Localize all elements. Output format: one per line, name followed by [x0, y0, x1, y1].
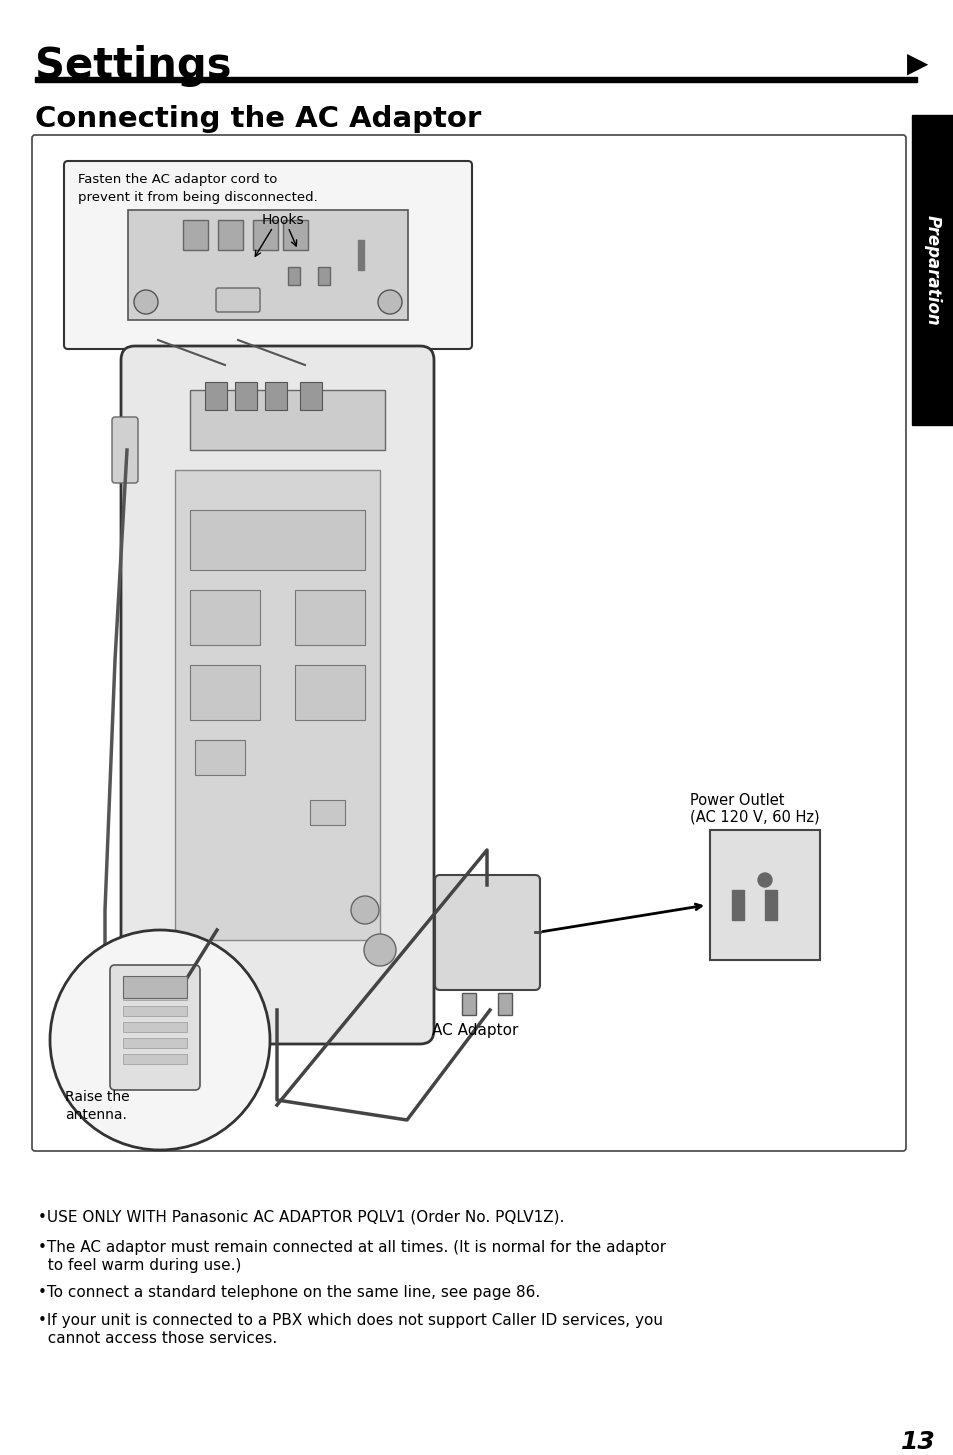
- Circle shape: [351, 896, 378, 924]
- Text: ▶: ▶: [906, 49, 927, 79]
- Bar: [194, 741, 245, 776]
- Circle shape: [133, 290, 158, 314]
- FancyBboxPatch shape: [215, 288, 260, 311]
- Bar: [283, 220, 308, 250]
- Bar: [294, 665, 365, 720]
- Bar: [357, 240, 364, 271]
- Bar: [190, 511, 365, 570]
- Bar: [299, 383, 322, 410]
- Bar: [461, 992, 476, 1016]
- Bar: [183, 220, 208, 250]
- Bar: [123, 1005, 187, 1016]
- Bar: [731, 890, 743, 920]
- Bar: [123, 1053, 187, 1064]
- Text: 13: 13: [900, 1430, 934, 1454]
- Bar: [123, 1037, 187, 1048]
- FancyBboxPatch shape: [64, 162, 472, 349]
- Bar: [253, 220, 277, 250]
- FancyBboxPatch shape: [112, 418, 138, 483]
- Bar: [310, 800, 345, 825]
- Circle shape: [364, 934, 395, 966]
- Bar: [123, 976, 187, 998]
- Bar: [497, 992, 512, 1016]
- Bar: [174, 470, 379, 940]
- Bar: [190, 589, 260, 645]
- Text: AC Adaptor: AC Adaptor: [432, 1023, 517, 1037]
- FancyBboxPatch shape: [32, 135, 905, 1151]
- Bar: [288, 268, 299, 285]
- Text: •To connect a standard telephone on the same line, see page 86.: •To connect a standard telephone on the …: [38, 1285, 539, 1299]
- FancyBboxPatch shape: [121, 346, 434, 1045]
- Text: Connecting the AC Adaptor: Connecting the AC Adaptor: [35, 105, 480, 132]
- Bar: [190, 665, 260, 720]
- Text: Hooks: Hooks: [261, 212, 304, 227]
- Bar: [123, 1021, 187, 1032]
- Bar: [294, 589, 365, 645]
- Bar: [317, 268, 330, 285]
- Circle shape: [50, 930, 270, 1149]
- Text: Raise the: Raise the: [65, 1090, 130, 1104]
- FancyBboxPatch shape: [110, 965, 200, 1090]
- Text: •USE ONLY WITH Panasonic AC ADAPTOR PQLV1 (Order No. PQLV1Z).: •USE ONLY WITH Panasonic AC ADAPTOR PQLV…: [38, 1211, 564, 1225]
- Bar: [764, 890, 776, 920]
- Bar: [123, 989, 187, 1000]
- Bar: [265, 383, 287, 410]
- Circle shape: [758, 873, 771, 888]
- Bar: [911, 115, 953, 425]
- Text: •The AC adaptor must remain connected at all times. (It is normal for the adapto: •The AC adaptor must remain connected at…: [38, 1240, 665, 1256]
- Bar: [35, 77, 916, 81]
- Text: Power Outlet
(AC 120 V, 60 Hz): Power Outlet (AC 120 V, 60 Hz): [689, 793, 819, 825]
- Text: to feel warm during use.): to feel warm during use.): [38, 1259, 241, 1273]
- Text: Preparation: Preparation: [923, 215, 941, 326]
- Circle shape: [377, 290, 401, 314]
- Text: •If your unit is connected to a PBX which does not support Caller ID services, y: •If your unit is connected to a PBX whic…: [38, 1312, 662, 1328]
- Text: Fasten the AC adaptor cord to: Fasten the AC adaptor cord to: [78, 173, 277, 186]
- Bar: [190, 390, 385, 450]
- Text: antenna.: antenna.: [65, 1109, 127, 1122]
- Text: prevent it from being disconnected.: prevent it from being disconnected.: [78, 191, 317, 204]
- Bar: [709, 829, 820, 960]
- Bar: [128, 210, 408, 320]
- Text: cannot access those services.: cannot access those services.: [38, 1331, 277, 1346]
- Bar: [218, 220, 243, 250]
- Bar: [234, 383, 256, 410]
- Bar: [205, 383, 227, 410]
- Circle shape: [159, 934, 191, 966]
- Text: Settings: Settings: [35, 45, 232, 87]
- FancyBboxPatch shape: [435, 874, 539, 989]
